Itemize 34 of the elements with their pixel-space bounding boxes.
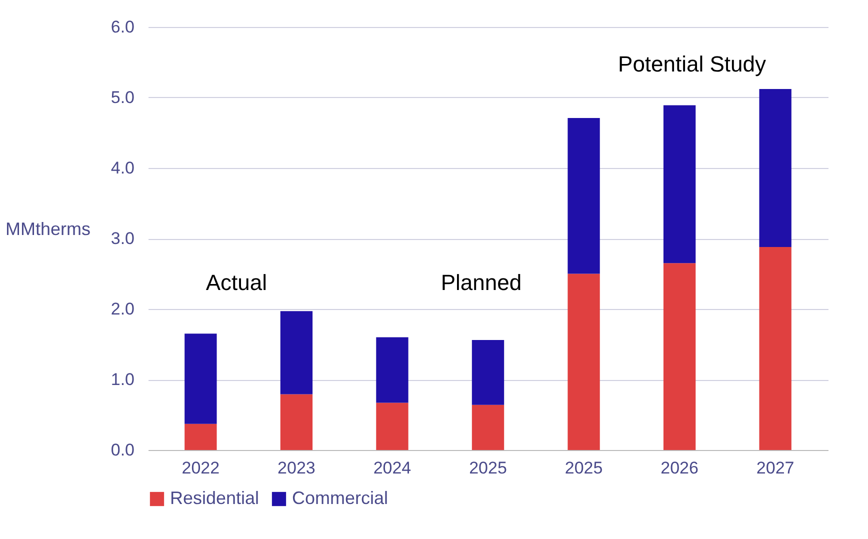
bar [568,118,600,274]
x-tick-label: 2025 [469,458,507,478]
y-tick-label: 1.0 [110,370,134,389]
annotation: Planned [440,270,522,295]
x-tick-label: 2024 [373,458,412,478]
annotation: Potential Study [618,51,766,76]
bar [376,402,408,450]
x-tick-label: 2027 [756,458,794,478]
bar [376,337,408,403]
annotation: Actual [206,270,267,295]
bar [280,311,313,394]
x-tick-label: 2022 [182,458,220,478]
bar [472,404,504,450]
y-tick-label: 5.0 [110,88,134,107]
x-tick-label: 2026 [660,458,698,478]
bar [568,274,600,450]
y-tick-label: 4.0 [110,158,134,178]
y-tick-label: 2.0 [110,300,134,318]
bar [472,340,504,405]
y-axis-title: MMtherms [6,219,90,239]
bar [280,394,313,450]
bar [663,263,696,450]
y-tick-label: 6.0 [110,18,134,36]
bar [184,424,217,450]
legend-label: Commercial [292,488,388,508]
bar [759,89,792,247]
bar [184,334,217,424]
bar [759,246,792,450]
y-tick-label: 3.0 [110,229,134,248]
x-tick-label: 2025 [564,458,603,478]
legend-label: Residential [170,488,260,508]
x-tick-label: 2023 [278,458,316,478]
bar [663,105,696,264]
y-tick-label: 0.0 [110,440,134,460]
